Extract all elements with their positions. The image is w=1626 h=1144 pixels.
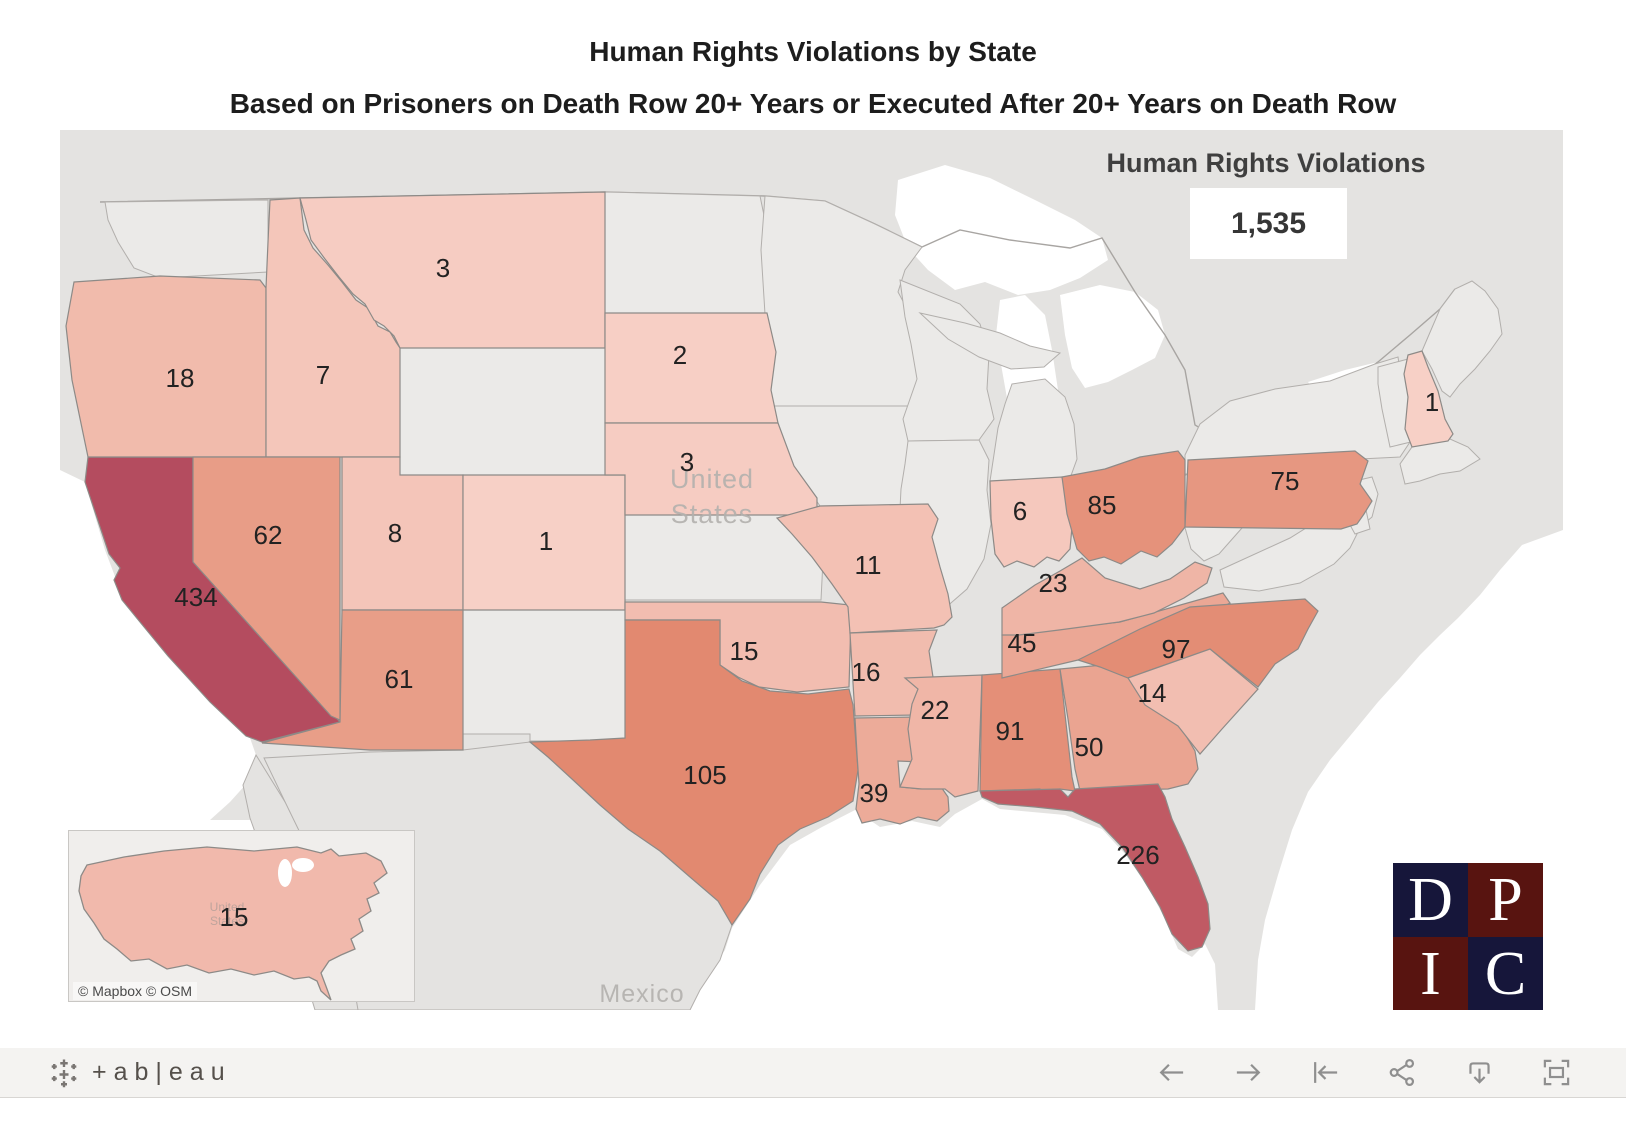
dpic-letter-i: I xyxy=(1393,937,1468,1010)
inset-watermark-united: United xyxy=(210,900,245,914)
state-sc-value: 14 xyxy=(1138,678,1167,708)
state-ne-value: 3 xyxy=(680,447,694,477)
state-ar-value: 16 xyxy=(852,657,881,687)
legend-title: Human Rights Violations xyxy=(1106,148,1426,178)
map-attribution[interactable]: © Mapbox © OSM xyxy=(73,982,197,1000)
state-nv-value: 62 xyxy=(254,520,283,550)
state-oh-value: 85 xyxy=(1088,490,1117,520)
state-ohio[interactable] xyxy=(1061,450,1186,565)
download-button[interactable] xyxy=(1464,1057,1495,1088)
download-icon xyxy=(1469,1062,1490,1084)
dpic-letter-p: P xyxy=(1468,863,1543,937)
state-mt-value: 3 xyxy=(436,253,450,283)
state-north-dakota xyxy=(604,191,768,314)
gulf-of-mexico xyxy=(688,799,1218,1010)
state-al-value: 91 xyxy=(996,716,1025,746)
state-texas[interactable] xyxy=(528,619,859,927)
revert-icon xyxy=(1314,1062,1338,1083)
choropleth-map[interactable]: United States Mexico 434 18 7 3 62 8 61 … xyxy=(60,130,1563,1010)
state-nevada[interactable] xyxy=(192,456,341,721)
state-utah[interactable] xyxy=(341,456,464,611)
map-watermark-united: United xyxy=(670,464,754,494)
title-line-2: Based on Prisoners on Death Row 20+ Year… xyxy=(229,88,1397,119)
state-alabama[interactable] xyxy=(979,668,1076,802)
state-ok-value: 15 xyxy=(730,636,759,666)
map-watermark-states: States xyxy=(671,499,754,529)
state-south-dakota[interactable] xyxy=(604,312,779,424)
fullscreen-button[interactable] xyxy=(1541,1057,1572,1088)
state-wyoming xyxy=(399,347,606,476)
state-florida[interactable] xyxy=(979,783,1211,952)
undo-button[interactable] xyxy=(1156,1057,1187,1088)
fullscreen-icon xyxy=(1543,1059,1570,1086)
state-co-value: 1 xyxy=(539,526,553,556)
tableau-logo[interactable]: +ab|eau xyxy=(46,1055,232,1091)
state-tn-value: 45 xyxy=(1008,628,1037,658)
state-montana[interactable] xyxy=(299,191,606,349)
state-ca-value: 434 xyxy=(174,582,217,612)
inset-lake-michigan xyxy=(278,859,292,887)
state-mississippi[interactable] xyxy=(899,674,983,798)
state-washington xyxy=(104,199,269,279)
state-in-value: 6 xyxy=(1013,496,1027,526)
state-tx-value: 105 xyxy=(683,760,726,790)
state-michigan-up xyxy=(918,312,1062,370)
redo-arrow-icon xyxy=(1236,1063,1261,1082)
inset-lake-huron xyxy=(292,858,314,872)
state-nh-value: 1 xyxy=(1425,387,1439,417)
inset-map[interactable]: United States 15 © Mapbox © OSM xyxy=(68,830,415,1002)
state-ky-value: 23 xyxy=(1039,568,1068,598)
state-maine xyxy=(1421,280,1503,398)
tableau-sparkle-icon xyxy=(51,1059,77,1087)
state-new-hampshire[interactable] xyxy=(1403,350,1454,448)
state-sd-value: 2 xyxy=(673,340,687,370)
state-ms-value: 22 xyxy=(921,695,950,725)
state-mo-value: 11 xyxy=(855,550,882,580)
tableau-wordmark: +ab|eau xyxy=(92,1058,232,1086)
state-nc-value: 97 xyxy=(1162,634,1191,664)
dashboard-title: Human Rights Violations by State Based o… xyxy=(0,26,1626,130)
state-massachusetts-ct-ri xyxy=(1399,438,1481,485)
state-fl-value: 226 xyxy=(1116,840,1159,870)
lake-huron xyxy=(1060,285,1165,388)
lake-superior xyxy=(895,165,1108,295)
state-south-carolina[interactable] xyxy=(1127,648,1259,755)
state-la-value: 39 xyxy=(860,778,889,808)
inset-us-value: 15 xyxy=(220,902,249,932)
pacific-ocean xyxy=(60,470,256,830)
dpic-logo: D P I C xyxy=(1393,863,1543,1010)
dpic-letter-c: C xyxy=(1468,937,1543,1010)
state-ga-value: 50 xyxy=(1075,732,1104,762)
state-idaho[interactable] xyxy=(265,197,401,458)
state-pa-value: 75 xyxy=(1271,466,1300,496)
state-michigan xyxy=(989,378,1078,482)
map-watermark-mexico: Mexico xyxy=(599,980,684,1008)
state-ut-value: 8 xyxy=(388,518,402,548)
state-indiana[interactable] xyxy=(989,476,1073,568)
state-pennsylvania[interactable] xyxy=(1184,450,1373,530)
state-kentucky[interactable] xyxy=(1001,557,1213,636)
toolbar-buttons xyxy=(1156,1057,1572,1088)
share-button[interactable] xyxy=(1387,1057,1418,1088)
share-icon xyxy=(1389,1059,1415,1086)
undo-arrow-icon xyxy=(1159,1063,1184,1082)
state-new-mexico xyxy=(462,609,626,742)
inset-us-svg: United States 15 xyxy=(78,846,388,1001)
revert-button[interactable] xyxy=(1310,1057,1341,1088)
state-id-value: 7 xyxy=(316,360,330,390)
title-line-1: Human Rights Violations by State xyxy=(589,36,1037,67)
dpic-letter-d: D xyxy=(1393,863,1468,937)
state-missouri[interactable] xyxy=(775,503,953,634)
redo-button[interactable] xyxy=(1233,1057,1264,1088)
legend-total-value: 1,535 xyxy=(1190,188,1347,259)
tableau-toolbar: +ab|eau xyxy=(0,1048,1626,1098)
state-or-value: 18 xyxy=(166,363,195,393)
inset-watermark-states: States xyxy=(210,914,244,928)
inset-us-shape[interactable] xyxy=(78,846,388,1001)
state-az-value: 61 xyxy=(385,664,414,694)
